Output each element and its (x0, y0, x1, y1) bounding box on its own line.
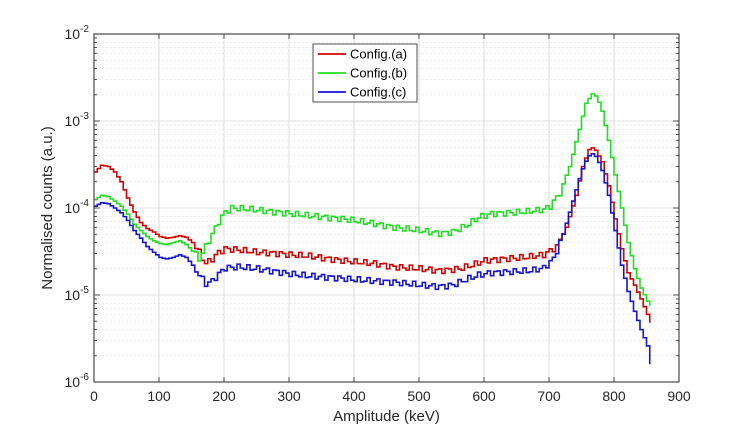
legend-items: Config.(a) Config.(b) Config.(c) (318, 47, 407, 100)
y-tick-exponent: -2 (80, 24, 89, 35)
y-tick-label: 10-3 (65, 111, 90, 129)
x-tick-label: 100 (147, 388, 171, 404)
y-tick-labels: 10-610-510-410-310-2 (65, 24, 90, 390)
legend-label-3: Config.(c) (350, 85, 406, 100)
series-line-2 (94, 93, 651, 306)
y-axis-label: Normalised counts (a.u.) (39, 126, 56, 289)
legend-label-1: Config.(a) (350, 47, 407, 62)
x-axis-label: Amplitude (keV) (333, 408, 440, 425)
x-tick-label: 0 (90, 388, 98, 404)
x-tick-label: 200 (212, 388, 236, 404)
y-tick-exponent: -4 (80, 198, 89, 209)
x-tick-label: 500 (407, 388, 431, 404)
x-tick-labels: 0 100 200 300 400 500 600 700 800 900 (90, 388, 691, 404)
major-grid (94, 34, 679, 382)
y-tick-base: 10 (65, 374, 81, 390)
y-tick-exponent: -5 (80, 285, 89, 296)
y-tick-exponent: -6 (80, 372, 89, 383)
series-line-3 (94, 152, 651, 365)
x-tick-label: 600 (472, 388, 496, 404)
legend-label-2: Config.(b) (350, 66, 407, 81)
x-tick-label: 400 (342, 388, 366, 404)
y-tick-label: 10-2 (65, 24, 90, 42)
legend: Config.(a) Config.(b) Config.(c) (312, 43, 418, 103)
y-tick-label: 10-6 (65, 372, 90, 390)
series-layer (94, 93, 651, 365)
y-tick-base: 10 (65, 287, 81, 303)
axis-ticks (93, 33, 680, 383)
y-tick-exponent: -3 (80, 111, 89, 122)
y-tick-label: 10-4 (65, 198, 90, 216)
y-tick-base: 10 (65, 113, 81, 129)
x-tick-label: 700 (537, 388, 561, 404)
y-tick-label: 10-5 (65, 285, 90, 303)
y-tick-base: 10 (65, 26, 81, 42)
x-tick-label: 300 (277, 388, 301, 404)
y-tick-base: 10 (65, 200, 81, 216)
x-tick-label: 800 (602, 388, 626, 404)
x-tick-label: 900 (667, 388, 691, 404)
